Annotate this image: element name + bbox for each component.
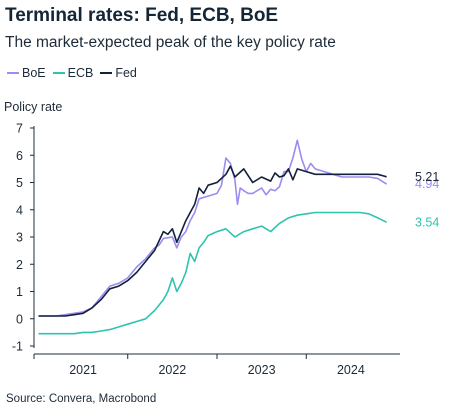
end-label-fed: 5.21 — [415, 170, 439, 184]
chart-legend: BoE ECB Fed — [7, 66, 144, 80]
y-tick-label: 5 — [16, 176, 23, 190]
legend-label-fed: Fed — [115, 66, 137, 80]
chart-title: Terminal rates: Fed, ECB, BoE — [5, 5, 279, 26]
x-tick-label: 2022 — [158, 363, 186, 377]
y-tick-label: 2 — [16, 258, 23, 272]
legend-item-ecb: ECB — [52, 66, 94, 80]
end-label-ecb: 3.54 — [415, 215, 439, 229]
y-axis-label: Policy rate — [4, 100, 63, 114]
x-tick-label: 2024 — [337, 363, 365, 377]
source-note: Source: Convera, Macrobond — [6, 393, 157, 405]
y-tick-label: 7 — [16, 122, 23, 136]
series-line-ecb — [38, 211, 387, 335]
x-tick-label: 2021 — [69, 363, 97, 377]
y-tick-label: 4 — [16, 203, 23, 217]
chart-subtitle: The market-expected peak of the key poli… — [5, 34, 336, 51]
y-tick-label: 6 — [16, 149, 23, 163]
y-tick-label: -1 — [12, 340, 23, 354]
legend-swatch-boe — [7, 72, 19, 74]
series-line-fed — [38, 165, 387, 317]
legend-swatch-ecb — [52, 72, 65, 74]
y-tick-label: 3 — [16, 231, 23, 245]
end-label-boe: 4.94 — [415, 177, 439, 191]
y-tick-label: 1 — [16, 285, 23, 299]
series-line-boe — [38, 139, 388, 317]
legend-label-boe: BoE — [22, 66, 46, 80]
legend-label-ecb: ECB — [67, 66, 94, 80]
legend-item-boe: BoE — [7, 66, 46, 80]
legend-item-fed: Fed — [100, 66, 137, 80]
y-tick-label: 0 — [16, 312, 23, 326]
x-tick-label: 2023 — [248, 363, 276, 377]
line-chart: -1 0 1 2 3 4 5 6 7 2021 2022 2023 2024 4.94 3.54 5.21 — [12, 122, 440, 378]
legend-swatch-fed — [100, 72, 113, 74]
